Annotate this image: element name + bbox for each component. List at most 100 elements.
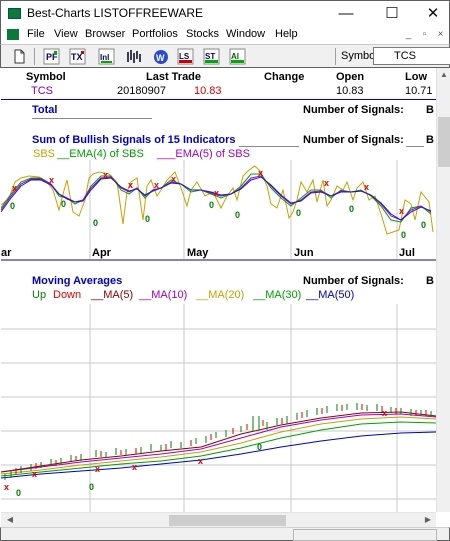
svg-text:0: 0 — [401, 230, 406, 240]
toolbar-separator — [34, 48, 35, 65]
ma-signals-label: Number of Signals: — [303, 275, 404, 287]
svg-text:0: 0 — [257, 442, 262, 452]
tx-chart-icon[interactable]: TX — [69, 48, 86, 65]
svg-text:x: x — [198, 456, 203, 466]
month-label: Jun — [294, 247, 314, 259]
svg-text:x: x — [103, 170, 108, 180]
legend-ema5: ___EMA(5) of SBS — [157, 148, 250, 160]
svg-text:0: 0 — [93, 218, 98, 228]
svg-text:0: 0 — [10, 201, 15, 211]
minimize-button[interactable]: — — [338, 5, 354, 22]
symbol-input[interactable] — [373, 47, 450, 65]
new-document-icon[interactable] — [11, 48, 28, 65]
app-icon — [8, 8, 21, 19]
status-bar — [0, 527, 450, 541]
menu-file[interactable]: File — [27, 28, 45, 40]
divider — [1, 259, 436, 260]
underline — [406, 146, 424, 147]
menu-stocks[interactable]: Stocks — [186, 28, 220, 40]
header-change: Change — [264, 71, 305, 83]
document-icon[interactable] — [7, 29, 19, 40]
list-icon[interactable]: LS — [177, 48, 194, 65]
vertical-scrollbar[interactable]: ▲ — [436, 68, 450, 512]
vertical-scroll-thumb[interactable] — [438, 117, 450, 167]
svg-text:TX: TX — [71, 52, 83, 62]
total-label: Total — [32, 104, 58, 116]
svg-text:x: x — [399, 206, 404, 216]
month-label: Apr — [92, 247, 111, 259]
sbs-signals-label: Number of Signals: — [303, 134, 404, 146]
svg-text:x: x — [32, 469, 37, 479]
menu-view[interactable]: View — [54, 28, 78, 40]
moving-averages-chart: x x x x x x 0 0 0 — [1, 304, 436, 512]
svg-text:x: x — [49, 175, 54, 185]
menu-browser[interactable]: Browser — [85, 28, 126, 40]
toolbar: PF TX Inl W LS ST Al Symbol — [0, 44, 450, 68]
mdi-close-icon[interactable]: × — [437, 29, 444, 40]
symbol-label: Symbol — [341, 50, 378, 62]
mdi-minimize-icon[interactable]: _ — [405, 29, 412, 40]
status-pane — [293, 529, 437, 541]
svg-text:x: x — [4, 482, 9, 492]
underline — [32, 118, 152, 119]
sbs-chart: x x x x x x x x x x x 0 0 0 0 0 0 0 0 0 0 — [1, 160, 436, 261]
svg-text:x: x — [214, 188, 219, 198]
underline — [239, 146, 299, 147]
svg-text:0: 0 — [349, 204, 354, 214]
svg-text:x: x — [364, 182, 369, 192]
close-button[interactable]: ✕ — [426, 5, 440, 22]
scroll-up-icon[interactable]: ▲ — [440, 70, 448, 79]
ma-panel-title: Moving Averages — [32, 275, 123, 287]
toolbar-separator — [335, 48, 336, 65]
svg-text:0: 0 — [145, 214, 150, 224]
window-title: Best-Charts LISTOFFREEWARE — [27, 6, 204, 20]
legend-ma50: __MA(50) — [306, 289, 355, 301]
svg-text:x: x — [132, 462, 137, 472]
svg-text:0: 0 — [296, 208, 301, 218]
scroll-right-icon[interactable]: ▶ — [424, 515, 432, 524]
mdi-restore-icon[interactable]: ▫ — [422, 29, 427, 40]
month-label: ar — [1, 247, 12, 259]
svg-text:x: x — [171, 174, 176, 184]
menu-help[interactable]: Help — [275, 28, 298, 40]
pf-chart-icon[interactable]: PF — [43, 48, 60, 65]
svg-text:x: x — [95, 464, 100, 474]
svg-text:ST: ST — [205, 52, 215, 61]
menu-window[interactable]: Window — [226, 28, 266, 40]
quote-symbol[interactable]: TCS — [31, 85, 53, 97]
scroll-left-icon[interactable]: ◀ — [6, 515, 14, 524]
menu-portfolios[interactable]: Portfolios — [132, 28, 178, 40]
horizontal-scrollbar[interactable]: ◀ ▶ — [1, 512, 436, 527]
sbs-panel-title: Sum of Bullish Signals of 15 Indicators — [32, 134, 236, 146]
legend-ma10: __MA(10) — [139, 289, 188, 301]
svg-text:PF: PF — [46, 52, 58, 62]
svg-text:Al: Al — [231, 52, 239, 61]
legend-ma20: __MA(20) — [196, 289, 245, 301]
sbs-signals-value: B — [426, 134, 434, 146]
legend-up: Up — [32, 289, 47, 301]
total-signals-value: B — [426, 104, 434, 116]
svg-text:x: x — [12, 183, 17, 193]
svg-text:Inl: Inl — [100, 53, 109, 62]
header-low: Low — [405, 71, 427, 83]
maximize-button[interactable]: ☐ — [385, 5, 399, 22]
svg-text:x: x — [258, 168, 263, 178]
svg-text:LS: LS — [179, 52, 190, 61]
quote-date: 20180907 — [117, 85, 166, 97]
month-label: May — [187, 247, 209, 259]
quote-low: 10.71 — [405, 85, 433, 97]
legend-ema4: __EMA(4) of SBS — [57, 148, 144, 160]
svg-text:0: 0 — [421, 220, 426, 230]
svg-text:0: 0 — [89, 482, 94, 492]
horizontal-scroll-thumb[interactable] — [169, 515, 286, 526]
header-last-trade: Last Trade — [146, 71, 202, 83]
divider — [1, 99, 436, 100]
alert-icon[interactable]: Al — [229, 48, 246, 65]
signal-test-icon[interactable]: ST — [203, 48, 220, 65]
web-icon[interactable]: W — [152, 48, 169, 65]
bar-chart-icon[interactable] — [125, 48, 142, 65]
ma-signals-value: B — [426, 275, 434, 287]
indicator-chart-icon[interactable]: Inl — [98, 48, 115, 65]
header-symbol: Symbol — [26, 71, 66, 83]
legend-sbs: SBS — [33, 148, 56, 160]
